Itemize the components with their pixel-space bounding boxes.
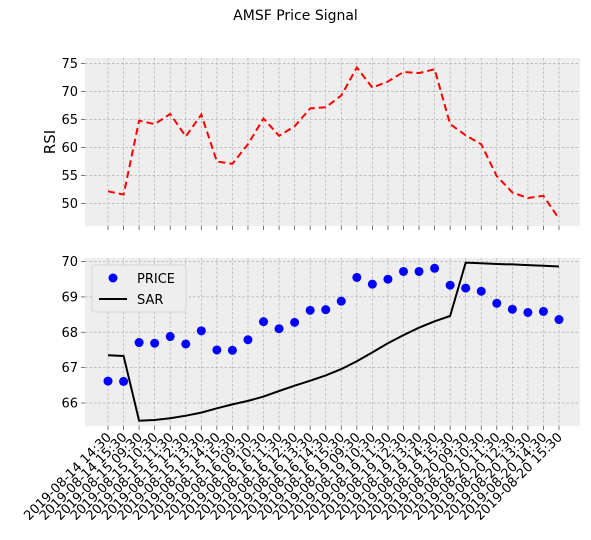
y-tick-label: 75 bbox=[61, 57, 78, 72]
price-point bbox=[554, 315, 564, 325]
price-point bbox=[103, 376, 113, 386]
y-tick-label: 69 bbox=[61, 290, 78, 305]
legend: PRICE SAR bbox=[91, 264, 187, 313]
legend-marker-price bbox=[108, 273, 118, 283]
y-tick-label: 60 bbox=[61, 141, 78, 156]
price-point bbox=[181, 339, 191, 349]
price-point bbox=[445, 280, 455, 290]
price-point bbox=[398, 266, 408, 276]
price-point bbox=[212, 345, 222, 355]
price-point bbox=[523, 307, 533, 317]
price-point bbox=[321, 305, 331, 315]
panel-1: 50 55 60 65 70 75 RSI bbox=[41, 57, 580, 230]
y-tick-label: 55 bbox=[61, 169, 78, 184]
price-point bbox=[414, 266, 424, 276]
price-point bbox=[259, 317, 269, 327]
price-point bbox=[305, 305, 315, 315]
price-point bbox=[507, 304, 517, 314]
price-point bbox=[476, 286, 486, 296]
price-point bbox=[430, 263, 440, 273]
price-point bbox=[274, 324, 284, 334]
y-tick-label: 70 bbox=[61, 255, 78, 270]
panel-2: 66 67 68 69 70 PRICE SAR bbox=[61, 255, 580, 430]
sar-line bbox=[107, 261, 560, 422]
price-point bbox=[290, 317, 300, 327]
y-tick-label: 70 bbox=[61, 85, 78, 100]
chart-title: AMSF Price Signal bbox=[233, 8, 358, 24]
price-point bbox=[461, 283, 471, 293]
price-point bbox=[134, 338, 144, 348]
y-tick-label: 65 bbox=[61, 113, 78, 128]
rsi-line bbox=[107, 65, 560, 220]
price-point bbox=[383, 274, 393, 284]
plot-area bbox=[85, 58, 580, 226]
price-point bbox=[119, 376, 129, 386]
price-point bbox=[367, 279, 377, 289]
price-point bbox=[243, 335, 253, 345]
price-point bbox=[492, 298, 502, 308]
y-axis-label: RSI bbox=[41, 130, 59, 154]
legend-label: PRICE bbox=[137, 272, 175, 287]
y-tick-label: 66 bbox=[61, 397, 78, 412]
y-tick-label: 68 bbox=[61, 326, 78, 341]
y-tick-label: 67 bbox=[61, 361, 78, 376]
price-point bbox=[196, 326, 206, 336]
price-point bbox=[165, 332, 175, 342]
legend-label: SAR bbox=[137, 293, 163, 308]
price-point bbox=[538, 306, 548, 316]
y-tick-label: 50 bbox=[61, 197, 78, 212]
price-point bbox=[336, 296, 346, 306]
price-point bbox=[150, 338, 160, 348]
price-point bbox=[227, 345, 237, 355]
price-point bbox=[352, 272, 362, 282]
